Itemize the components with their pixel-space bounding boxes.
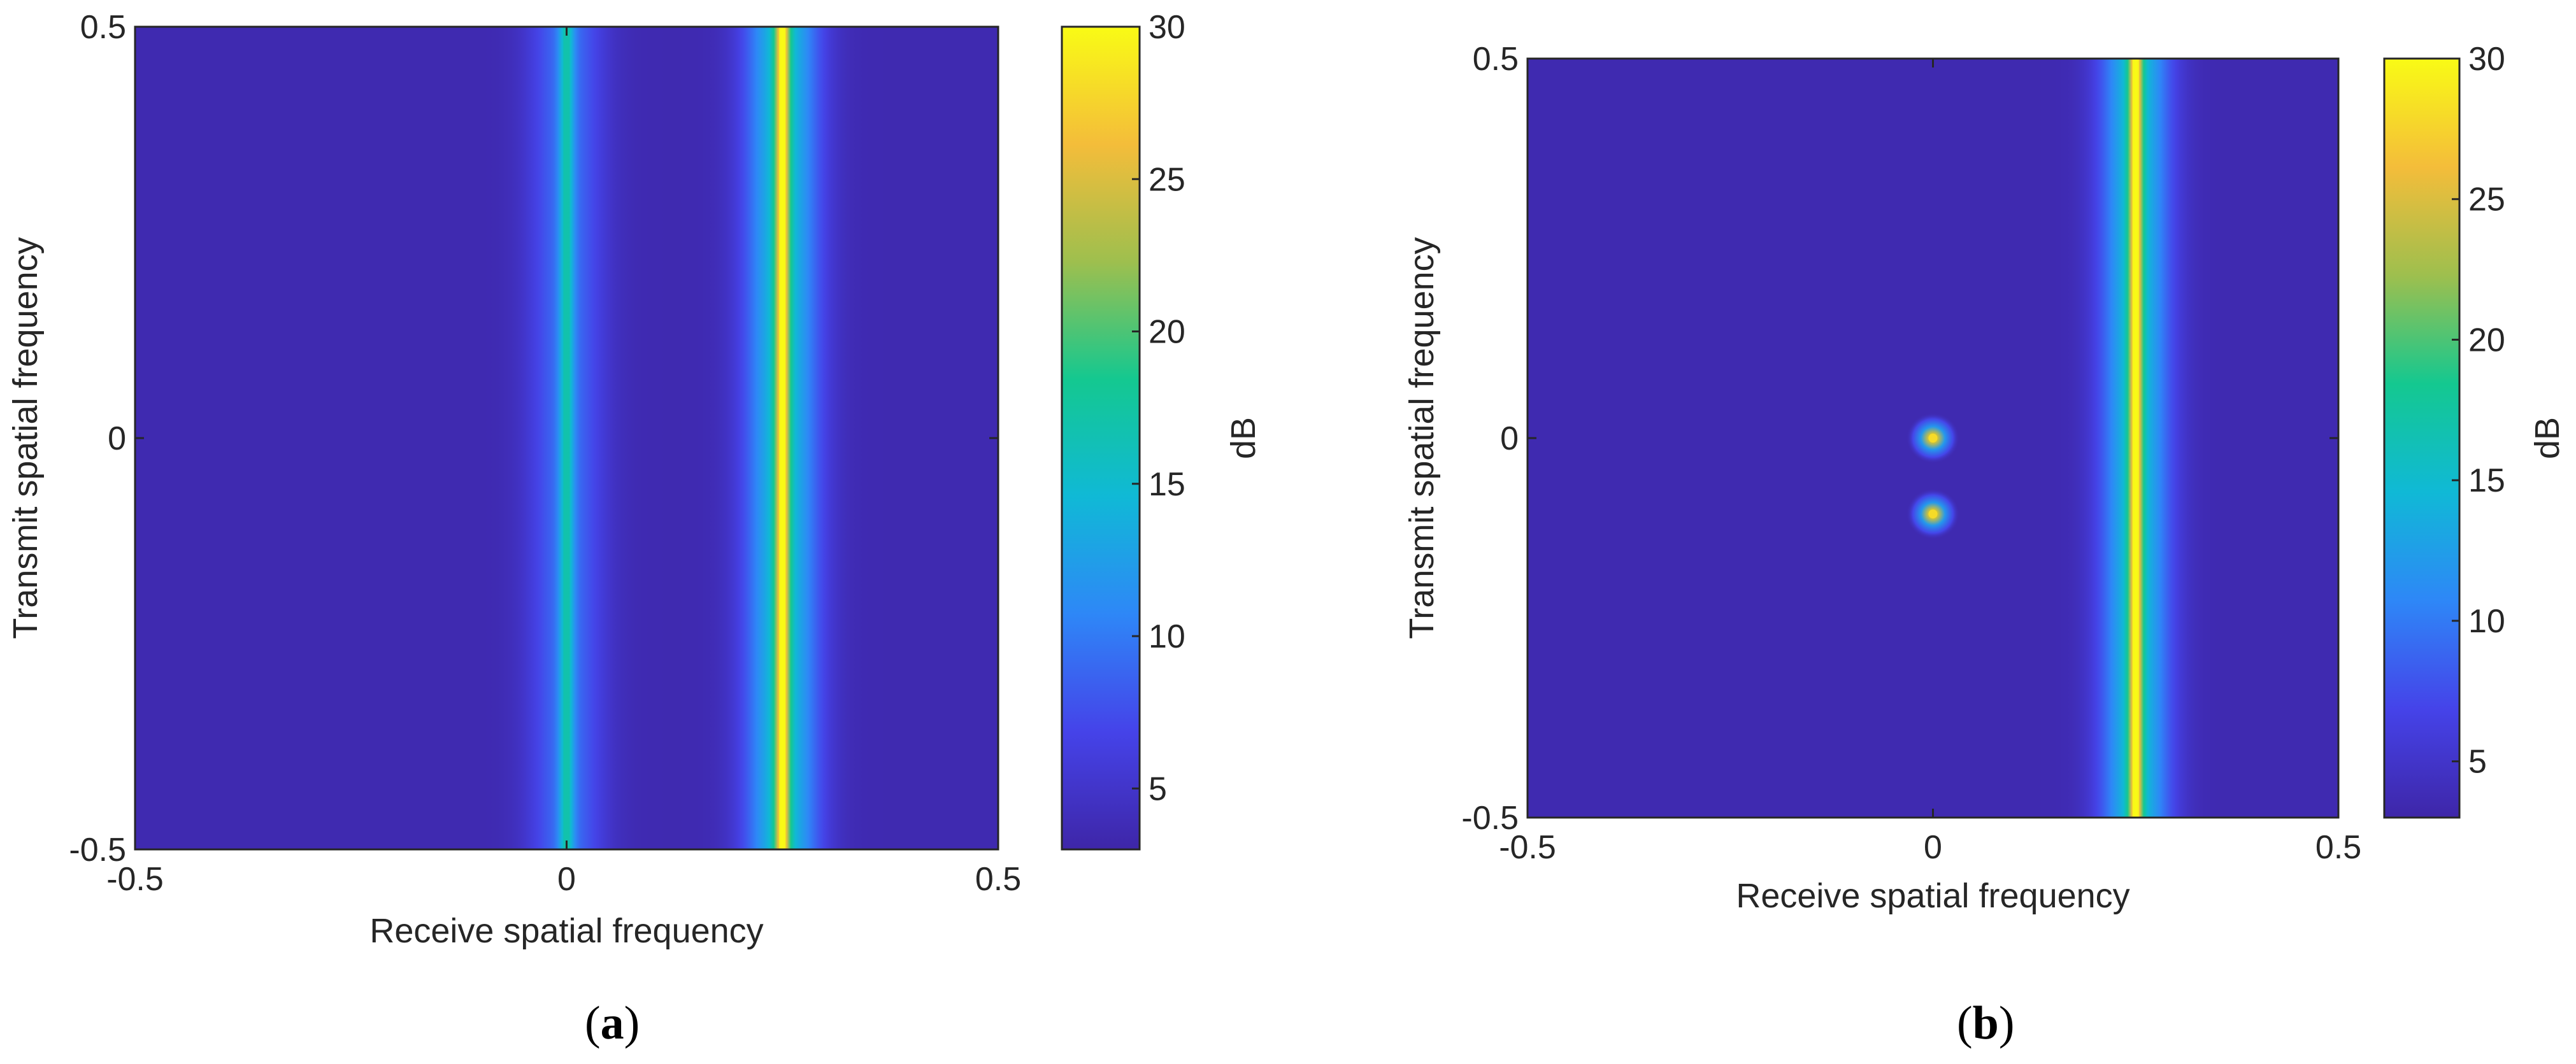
- x-tick-label: 0.5: [2315, 829, 2361, 866]
- heatmap-chart-b: -0.5 0 0.5 -0.5 0 0.5 Receive spatial frequenc…: [1403, 41, 2566, 915]
- spot-0: [1928, 434, 1938, 443]
- colorbar-label: dB: [1224, 417, 1263, 459]
- ridge-1: [779, 27, 786, 849]
- x-tick-label: 0: [1924, 829, 1942, 866]
- y-tick-label: 0: [1500, 420, 1519, 457]
- colorbar-tick-label: 5: [1148, 770, 1167, 807]
- panel-b: -0.5 0 0.5 -0.5 0 0.5 Receive spatial frequenc…: [1288, 0, 2576, 1064]
- panel-a: -0.5 0 0.5 -0.5 0 0.5 Receive spatial frequenc…: [6, 9, 1263, 1049]
- colorbar-tick-label: 10: [2468, 603, 2505, 640]
- ridge-0: [2132, 59, 2139, 818]
- x-tick-label: -0.5: [106, 861, 164, 898]
- spot-1: [1928, 509, 1938, 519]
- y-tick-label: -0.5: [69, 832, 126, 869]
- panel-caption-a: (a): [585, 997, 640, 1049]
- colorbar-tick-label: 15: [2468, 462, 2505, 499]
- x-tick-label: 0: [557, 861, 576, 898]
- x-tick-label: 0.5: [975, 861, 1021, 898]
- colorbar-tick-label: 20: [1148, 314, 1185, 351]
- colorbar-tick-label: 25: [1148, 161, 1185, 198]
- ridge-0: [563, 27, 570, 849]
- y-tick-label: 0.5: [1473, 41, 1519, 78]
- colorbar-tick-label: 5: [2468, 744, 2487, 781]
- colorbar-label: dB: [2528, 417, 2566, 459]
- y-axis-label: Transmit spatial frequency: [6, 237, 45, 639]
- y-tick-label: -0.5: [1461, 800, 1519, 837]
- colorbar-tick-label: 20: [2468, 322, 2505, 358]
- heatmap-chart-a: -0.5 0 0.5 -0.5 0 0.5 Receive spatial frequenc…: [6, 9, 1263, 950]
- y-tick-label: 0: [108, 420, 126, 457]
- x-axis-label: Receive spatial frequency: [369, 912, 763, 950]
- colorbar-tick-label: 25: [2468, 181, 2505, 218]
- y-axis-label: Transmit spatial frequency: [1403, 237, 1441, 639]
- colorbar: [2383, 57, 2461, 819]
- colorbar-tick-label: 15: [1148, 466, 1185, 503]
- colorbar-tick-label: 30: [1148, 9, 1185, 46]
- x-axis-label: Receive spatial frequency: [1736, 877, 2129, 915]
- y-tick-label: 0.5: [80, 9, 126, 46]
- x-tick-label: -0.5: [1499, 829, 1556, 866]
- colorbar-tick-label: 10: [1148, 618, 1185, 655]
- colorbar: [1061, 25, 1141, 851]
- panel-caption-b: (b): [1957, 997, 2015, 1049]
- colorbar-tick-label: 30: [2468, 41, 2505, 78]
